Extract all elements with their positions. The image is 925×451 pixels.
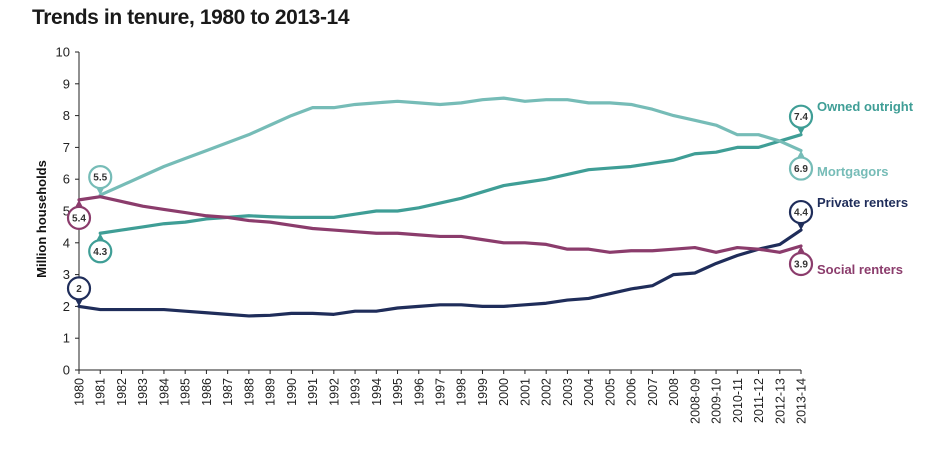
- callout-value: 7.4: [794, 112, 808, 123]
- series-line-mortgagors: [98, 96, 803, 197]
- x-tick-label: 2009-10: [710, 378, 724, 424]
- callout-value: 4.4: [794, 208, 808, 219]
- x-tick-label: 1982: [115, 378, 129, 406]
- callout-bubble: [788, 156, 814, 181]
- callout-value: 5.4: [72, 213, 86, 224]
- y-tick-label: 3: [63, 267, 70, 282]
- x-tick-label: 1989: [264, 378, 278, 406]
- series-line-social-renters: [77, 195, 803, 254]
- callout-end-social-renters: 3.9: [788, 245, 814, 277]
- legend-label-mortgagors: Mortgagors: [817, 164, 889, 179]
- x-tick-label: 1981: [94, 378, 108, 406]
- y-tick-label: 0: [63, 363, 70, 378]
- y-tick-label: 10: [56, 45, 70, 60]
- callout-value: 6.9: [794, 164, 808, 175]
- callout-start-mortgagors: 5.5: [88, 165, 113, 196]
- x-tick-label: 1988: [242, 378, 256, 406]
- x-tick-label: 1991: [306, 378, 320, 406]
- x-tick-label: 2008: [667, 378, 681, 406]
- x-tick-label: 1998: [455, 378, 469, 406]
- y-tick-label: 1: [63, 331, 70, 346]
- legend: Owned outright Mortgagors Private renters S…: [817, 99, 914, 277]
- x-tick-label: 2003: [561, 378, 575, 406]
- x-tick-label: 1999: [476, 378, 490, 406]
- x-tick-label: 2010-11: [731, 378, 745, 423]
- x-tick-label: 2004: [582, 378, 596, 406]
- x-tick-label: 1990: [285, 378, 299, 406]
- x-tick-label: 1980: [73, 378, 87, 406]
- callout-value: 5.5: [93, 173, 107, 184]
- legend-label-owned-outright: Owned outright: [817, 99, 914, 114]
- x-tick-label: 1996: [412, 378, 426, 406]
- y-tick-label: 8: [63, 108, 70, 123]
- callout-bubble: [66, 205, 92, 230]
- legend-label-private-renters: Private renters: [817, 195, 908, 210]
- x-tick-label: 2005: [603, 378, 617, 406]
- callout-start-private-renters: 2: [66, 276, 92, 307]
- y-tick-label: 9: [63, 76, 70, 91]
- x-tick-label: 2007: [646, 378, 660, 406]
- callout-bubble: [788, 199, 814, 225]
- x-tick-label: 1984: [157, 378, 171, 406]
- x-tick-label: 1987: [221, 378, 235, 406]
- callout-value: 4.3: [93, 247, 107, 258]
- callout-bubble: [88, 165, 113, 190]
- series-line-private-renters: [77, 228, 803, 318]
- y-tick-label: 7: [63, 140, 70, 155]
- x-tick-label: 2011-12: [752, 378, 766, 423]
- callout-value: 3.9: [794, 259, 808, 270]
- x-tick-label: 2002: [540, 378, 554, 406]
- x-tick-label: 1993: [349, 378, 363, 406]
- callout-bubble: [66, 276, 92, 301]
- callout-bubble: [788, 251, 814, 277]
- x-tick-label: 2008-09: [688, 378, 702, 424]
- legend-label-social-renters: Social renters: [817, 262, 903, 277]
- chart-title: Trends in tenure, 1980 to 2013-14: [32, 6, 350, 29]
- y-tick-label: 5: [63, 204, 70, 219]
- series-layer: [77, 96, 803, 318]
- x-tick-label: 1995: [391, 378, 405, 406]
- x-tick-label: 2006: [625, 378, 639, 406]
- x-tick-label: 2012-13: [773, 378, 787, 424]
- y-tick-label: 4: [63, 235, 70, 250]
- x-tick-label: 2000: [497, 378, 511, 406]
- x-tick-label: 1986: [200, 378, 214, 406]
- y-axis-label: Million households: [34, 160, 49, 278]
- x-tick-label: 1994: [370, 378, 384, 406]
- y-tick-label: 6: [63, 172, 70, 187]
- x-tick-label: 1983: [136, 378, 150, 406]
- callout-start-owned-outright: 4.3: [88, 233, 113, 264]
- x-tick-label: 1997: [434, 378, 448, 406]
- callout-end-private-renters: 4.4: [788, 199, 814, 231]
- y-tick-label: 2: [63, 299, 70, 314]
- x-tick-label: 1992: [327, 378, 341, 406]
- x-tick-label: 2013-14: [795, 378, 809, 424]
- x-tick-label: 2001: [518, 378, 532, 406]
- callout-end-mortgagors: 6.9: [788, 150, 814, 181]
- callout-start-social-renters: 5.4: [66, 199, 92, 230]
- callout-bubble: [88, 239, 113, 264]
- x-tick-label: 1985: [179, 378, 193, 406]
- callout-end-owned-outright: 7.4: [788, 104, 814, 135]
- callouts: 4.3 7.4 5.5 6.9 2 4.4 5.4 3.9: [66, 104, 814, 307]
- callout-value: 2: [76, 284, 82, 295]
- callout-bubble: [788, 104, 814, 129]
